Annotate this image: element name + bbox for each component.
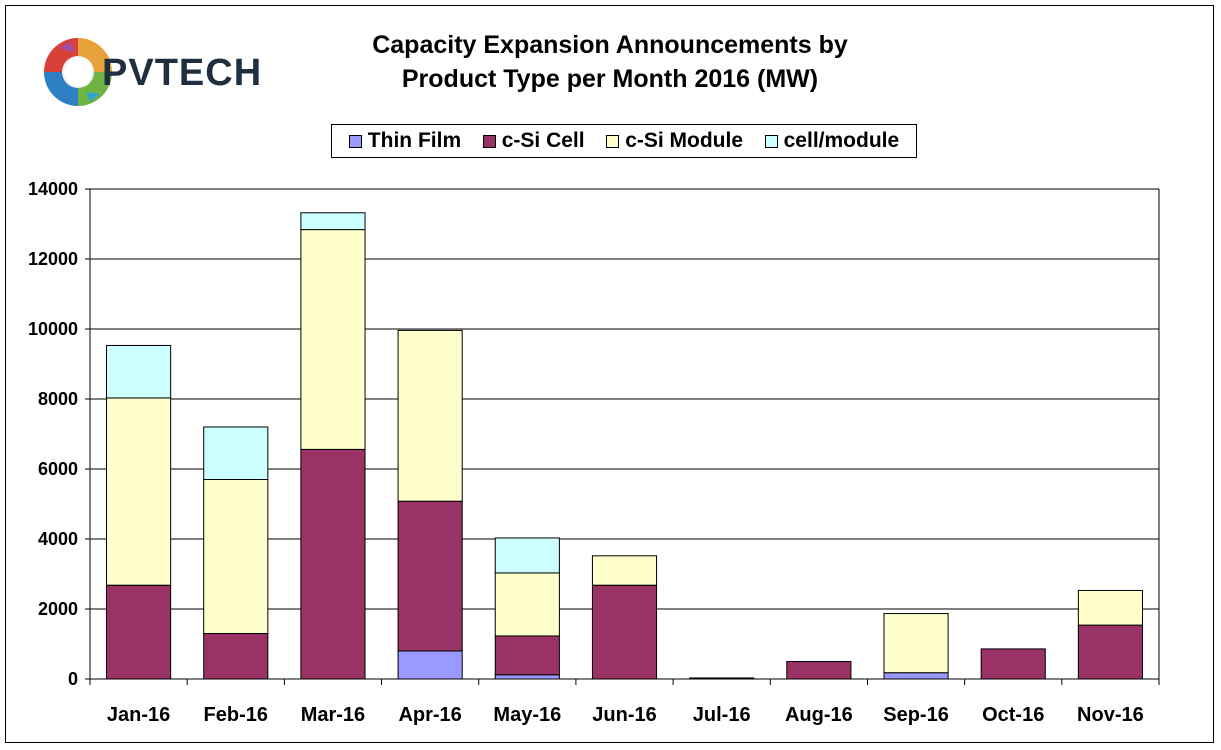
x-tick-label: Oct-16 [982,704,1044,726]
x-tick-label: Apr-16 [398,704,461,726]
chart-subtitle: Product Type per Month 2016 (MW) [401,65,819,93]
bar-segment-thin-film [883,672,949,680]
bar-segment-cell-module [203,426,269,480]
x-tick-label: Mar-16 [301,704,365,726]
bar-segment-csi-module [106,397,172,586]
y-tick-label: 8000 [38,389,78,409]
bar-segment-csi-cell [106,584,172,680]
legend-label-csi-cell: c-Si Cell [501,129,585,152]
bar-segment-csi-cell [300,448,366,680]
pvtech-logo: PVTECH [30,30,320,125]
bar-segment-thin-film [397,650,463,680]
bar-segment-csi-cell [397,500,463,652]
legend-item-cell-module: cell/module [764,129,900,153]
logo-swirl-icon [44,38,112,106]
bar-segment-cell-module [300,212,366,231]
legend-swatch-thin-film [348,134,362,148]
bar-segment-csi-module [494,572,560,637]
bar-segment-cell-module [106,344,172,399]
bar-segment-thin-film [494,674,560,680]
x-tick-label: Feb-16 [204,704,268,726]
x-tick-label: Jun-16 [592,704,656,726]
logo-text: PVTECH [102,52,262,94]
legend-item-csi-module: c-Si Module [606,129,743,153]
x-tick-label: Aug-16 [785,704,853,726]
y-tick-label: 10000 [28,319,78,339]
bar-segment-csi-cell [494,635,560,676]
bar-segment-csi-cell [591,584,658,680]
y-tick-label: 6000 [38,459,78,479]
bar-segment-csi-module [203,479,269,634]
x-tick-label: Sep-16 [883,704,949,726]
bar-segment-csi-cell [1077,624,1143,680]
x-tick-label: Jan-16 [107,704,170,726]
chart-title: Capacity Expansion Announcements by [372,31,848,59]
x-tick-label: Nov-16 [1077,704,1144,726]
legend-item-thin-film: Thin Film [348,129,462,153]
x-tick-label: May-16 [493,704,561,726]
bar-segment-csi-cell [203,633,269,680]
y-tick-label: 2000 [38,599,78,619]
y-tick-label: 12000 [28,249,78,269]
bar-segment-csi-module [883,613,949,674]
chart-legend: Thin Film c-Si Cell c-Si Module cell/mod… [331,124,917,158]
legend-label-csi-module: c-Si Module [625,129,744,152]
bar-segment-csi-cell [786,661,852,680]
legend-swatch-csi-module [606,134,620,148]
legend-label-cell-module: cell/module [783,129,900,152]
y-tick-label: 4000 [38,529,78,549]
y-tick-label: 0 [68,669,78,689]
bar-segment-csi-module [591,555,658,586]
legend-label-thin-film: Thin Film [367,129,462,152]
bar-segment-cell-module [494,537,560,574]
legend-swatch-csi-cell [482,134,496,148]
bar-segment-csi-cell [980,648,1046,680]
chart-title-block: Capacity Expansion Announcements by Prod… [250,28,970,96]
x-tick-label: Jul-16 [693,704,751,726]
legend-item-csi-cell: c-Si Cell [482,129,585,153]
legend-swatch-cell-module [764,134,778,148]
bar-segment-csi-module [1077,589,1143,626]
y-tick-label: 14000 [28,179,78,199]
bar-segment-csi-module [300,229,366,450]
bar-segment-csi-module [397,329,463,502]
